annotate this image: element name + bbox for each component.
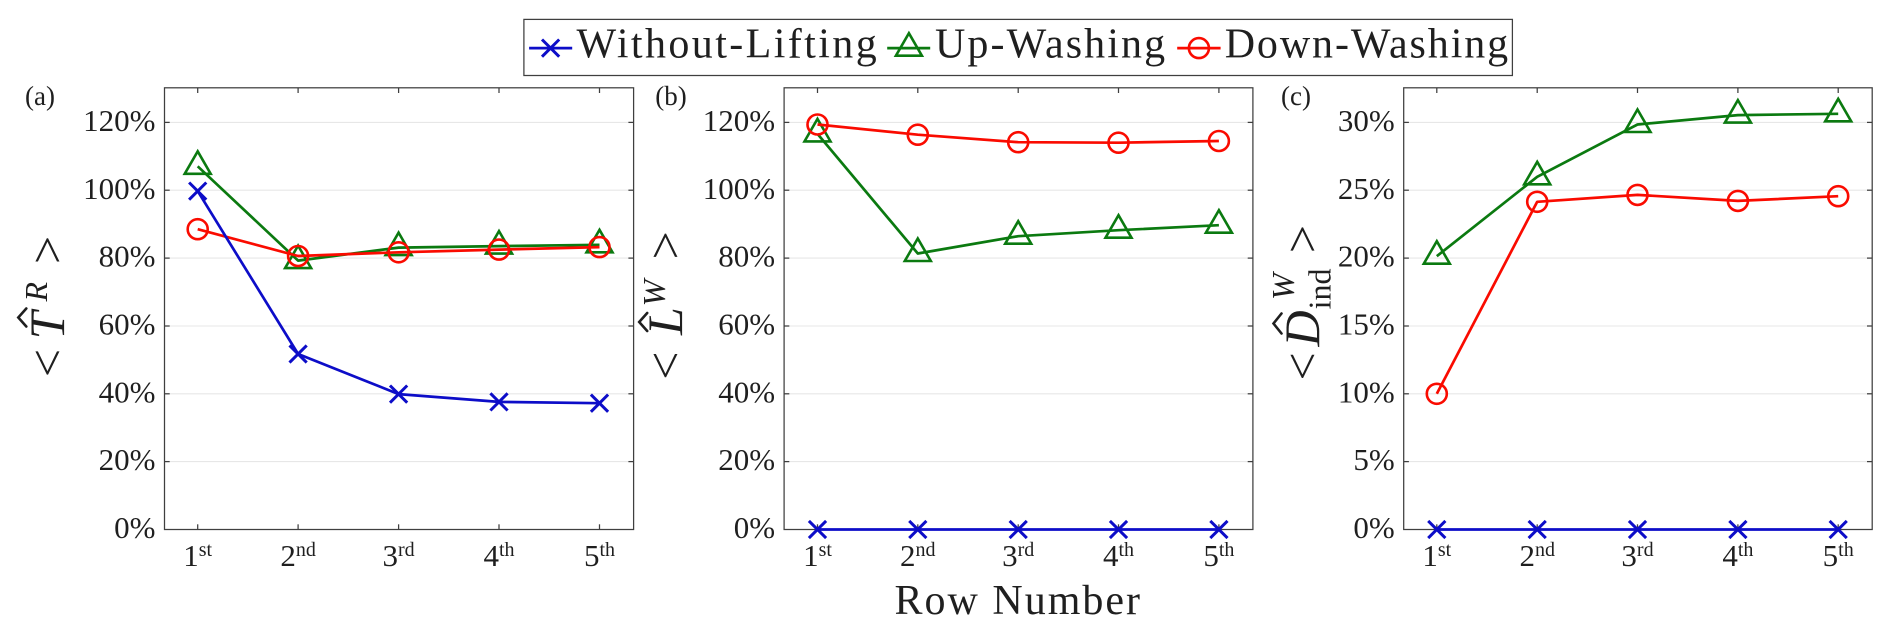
svg-text:3rd: 3rd: [383, 538, 415, 573]
svg-text:>: >: [19, 236, 75, 264]
svg-text:60%: 60%: [718, 307, 775, 342]
svg-text:20%: 20%: [99, 442, 156, 477]
svg-text:>: >: [637, 231, 693, 259]
svg-text:10%: 10%: [1338, 374, 1395, 409]
svg-text:2nd: 2nd: [280, 538, 316, 573]
svg-text:40%: 40%: [718, 374, 775, 409]
svg-text:W: W: [636, 276, 672, 306]
svg-text:3rd: 3rd: [1621, 538, 1653, 573]
svg-text:15%: 15%: [1338, 307, 1395, 342]
svg-text:<: <: [19, 349, 75, 377]
svg-text:80%: 80%: [99, 239, 156, 274]
svg-text:Down-Washing: Down-Washing: [1225, 21, 1510, 67]
svg-text:W: W: [1265, 270, 1301, 300]
svg-text:40%: 40%: [99, 374, 156, 409]
svg-text:100%: 100%: [83, 171, 155, 206]
svg-text:ind: ind: [1302, 269, 1338, 310]
svg-text:Without-Lifting: Without-Lifting: [577, 21, 880, 67]
svg-text:<: <: [1274, 352, 1330, 380]
svg-text:120%: 120%: [83, 103, 155, 138]
svg-text:100%: 100%: [703, 171, 775, 206]
svg-text:2nd: 2nd: [1519, 538, 1555, 573]
svg-text:30%: 30%: [1338, 103, 1395, 138]
svg-text:4th: 4th: [1103, 538, 1134, 573]
svg-text:5th: 5th: [1203, 538, 1234, 573]
svg-text:(c): (c): [1281, 81, 1311, 111]
svg-text:Up-Washing: Up-Washing: [935, 21, 1167, 67]
svg-text:5th: 5th: [1823, 538, 1854, 573]
svg-text:0%: 0%: [1353, 510, 1394, 545]
svg-text:L: L: [637, 307, 693, 336]
svg-text:1st: 1st: [803, 538, 832, 573]
svg-text:Row Number: Row Number: [895, 578, 1142, 624]
svg-text:(a): (a): [25, 81, 55, 111]
svg-text:25%: 25%: [1338, 171, 1395, 206]
svg-text:<: <: [637, 352, 693, 380]
svg-text:3rd: 3rd: [1002, 538, 1034, 573]
svg-text:20%: 20%: [718, 442, 775, 477]
svg-text:R: R: [18, 282, 54, 303]
svg-text:5%: 5%: [1353, 442, 1394, 477]
svg-text:5th: 5th: [584, 538, 615, 573]
svg-text:20%: 20%: [1338, 239, 1395, 274]
svg-text:1st: 1st: [1422, 538, 1451, 573]
svg-text:T: T: [19, 308, 75, 339]
svg-text:4th: 4th: [483, 538, 514, 573]
svg-text:D: D: [1274, 310, 1330, 347]
svg-text:0%: 0%: [114, 510, 155, 545]
svg-text:4th: 4th: [1722, 538, 1753, 573]
svg-text:80%: 80%: [718, 239, 775, 274]
svg-text:60%: 60%: [99, 307, 156, 342]
svg-text:(b): (b): [655, 81, 686, 111]
svg-text:>: >: [1274, 225, 1330, 253]
svg-text:120%: 120%: [703, 103, 775, 138]
svg-text:1st: 1st: [183, 538, 212, 573]
svg-text:2nd: 2nd: [900, 538, 936, 573]
svg-text:0%: 0%: [734, 510, 775, 545]
